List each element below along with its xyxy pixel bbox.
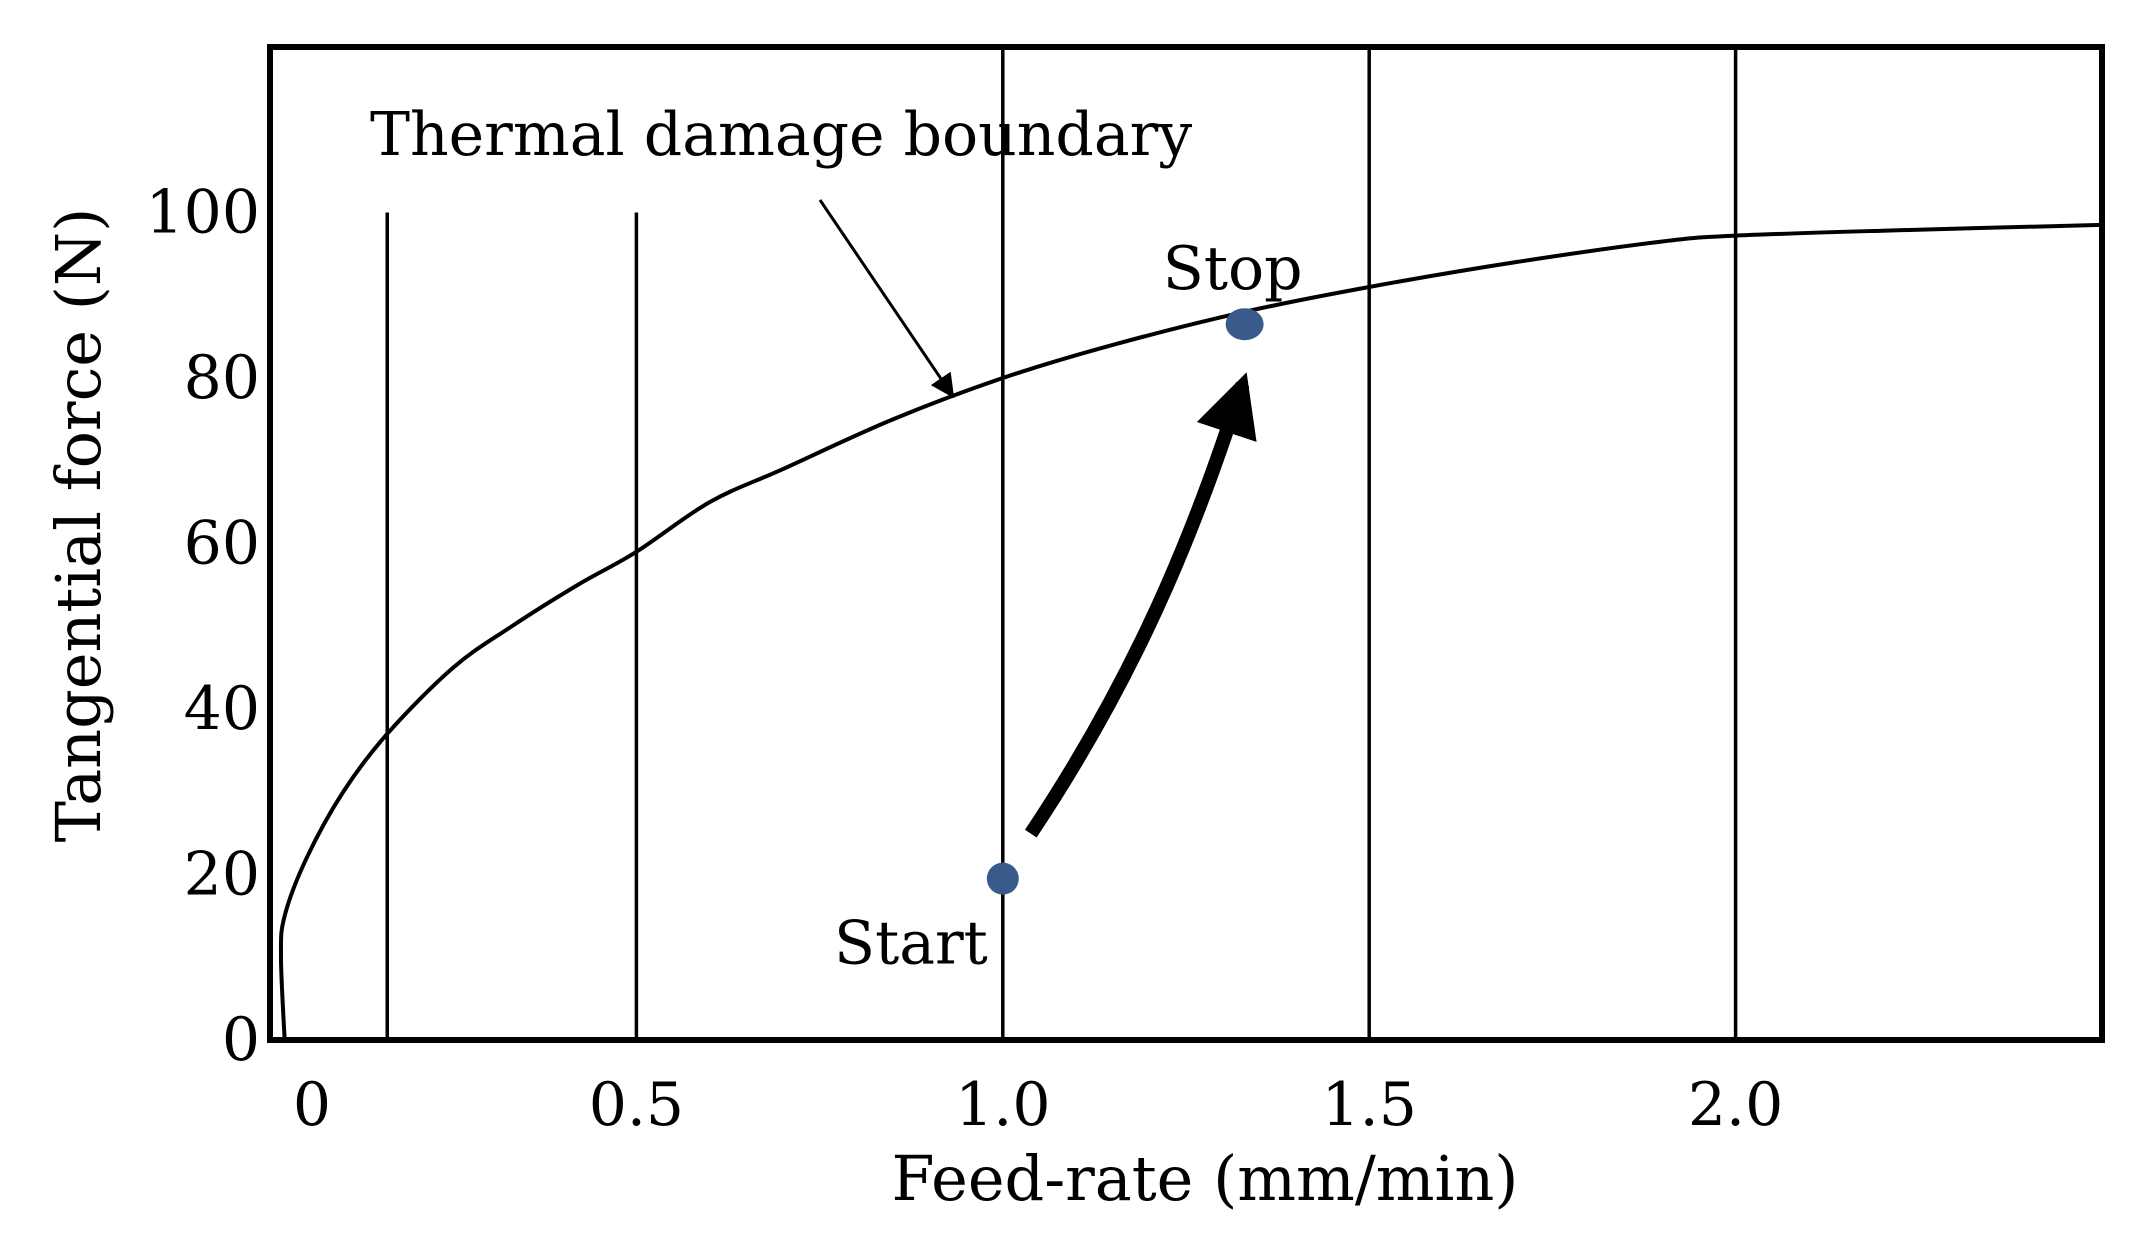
x-tick-label-0: 0 [293, 1070, 331, 1140]
annotation-thermal-damage-boundary: Thermal damage boundary [370, 100, 1192, 170]
y-tick-label-0: 0 [222, 1005, 260, 1075]
y-tick-label-100: 100 [145, 178, 260, 248]
point-start [986, 862, 1019, 895]
x-tick-label-1.0: 1.0 [955, 1070, 1050, 1140]
y-tick-label-20: 20 [184, 840, 260, 910]
points-group: Start Stop [834, 234, 1302, 978]
series-group [278, 222, 2103, 1041]
y-axis-label: Tangential force (N) [42, 208, 115, 843]
vertical-lines-group [385, 47, 1738, 1040]
annotation-arrow [818, 199, 955, 399]
y-tick-label-40: 40 [184, 674, 260, 744]
point-stop [1225, 308, 1264, 341]
y-tick-labels: 0 20 40 60 80 100 [145, 178, 260, 1076]
x-axis-label: Feed-rate (mm/min) [892, 1142, 1519, 1215]
trajectory-arrow [1024, 372, 1257, 838]
x-tick-label-0.5: 0.5 [589, 1070, 684, 1140]
y-tick-label-60: 60 [184, 509, 260, 579]
point-label-start: Start [834, 909, 988, 979]
series-line-thermal-damage-boundary [278, 222, 2103, 1041]
x-tick-labels: 0 0.5 1.0 1.5 2.0 [293, 1070, 1783, 1140]
point-label-stop: Stop [1163, 234, 1303, 304]
y-tick-label-80: 80 [184, 343, 260, 413]
x-tick-label-2.0: 2.0 [1688, 1070, 1783, 1140]
axes-frame [267, 44, 2105, 1043]
x-tick-label-1.5: 1.5 [1321, 1070, 1416, 1140]
